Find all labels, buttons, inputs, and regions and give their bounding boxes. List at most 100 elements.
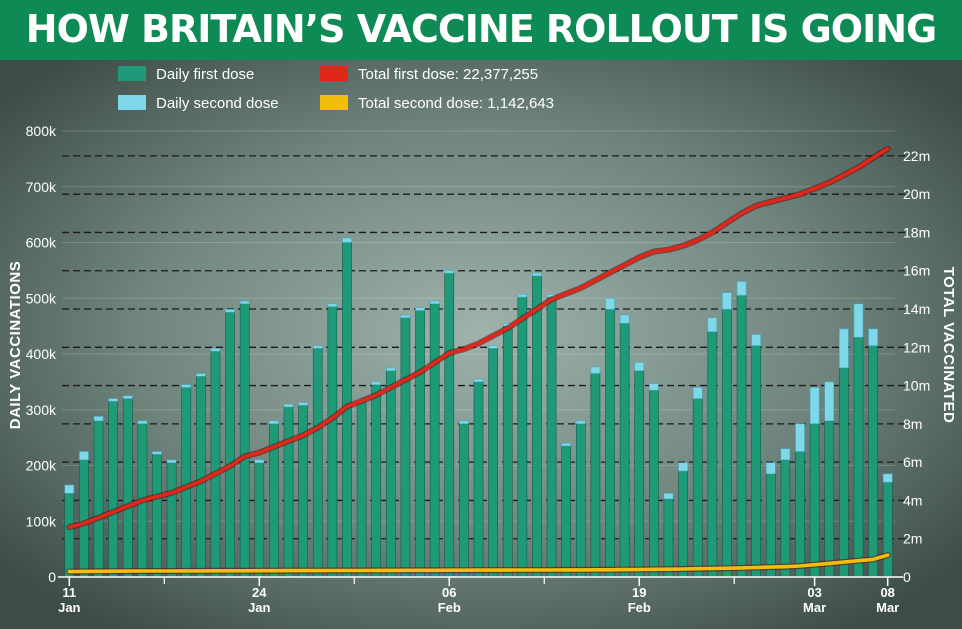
bar-second-dose [254,459,265,464]
bar-second-dose [809,387,820,424]
bar-first-dose [283,406,294,578]
y-axis-right-title: TOTAL VACCINATED [940,267,957,424]
bar-second-dose [444,270,455,274]
bar-second-dose [634,362,645,372]
bar-second-dose [649,383,659,391]
bar-second-dose [210,348,221,352]
bar-second-dose [342,237,352,243]
y-right-tick-label: 22m [903,148,930,164]
bar-second-dose [722,292,732,310]
x-tick-month-label: Jan [58,600,80,615]
bar-first-dose [590,373,601,578]
bar-first-dose [415,310,425,578]
bar-first-dose [517,296,528,578]
bar-first-dose [502,325,513,578]
y-left-tick-label: 200k [26,458,57,474]
bar-second-dose [122,395,133,399]
x-tick-month-label: Mar [876,600,899,615]
bar-second-dose [765,462,776,475]
bar-second-dose [137,420,148,424]
bar-first-dose [400,317,411,578]
bar-second-dose [415,307,425,311]
y-right-tick-label: 20m [903,186,930,202]
bar-first-dose [678,470,688,578]
y-left-tick-label: 0 [48,569,56,585]
bar-second-dose [532,272,542,277]
bar-first-dose [488,348,498,578]
bar-second-dose [590,366,601,374]
bar-first-dose [619,323,630,578]
bar-first-dose [765,473,776,578]
legend-label-total-second: Total second dose: 1,142,643 [358,95,554,112]
total-lines [66,145,891,575]
bar-first-dose [473,381,484,578]
bar-second-dose [429,300,440,305]
bar-first-dose [751,345,761,578]
bar-second-dose [839,328,849,369]
x-tick-month-label: Feb [438,600,461,615]
bar-second-dose [239,300,250,305]
x-tick-day-label: 11 [62,585,76,600]
y-right-tick-label: 16m [903,263,930,279]
bar-first-dose [824,420,835,578]
bar-first-dose [561,445,572,578]
bar-first-dose [882,481,893,578]
bar-second-dose [269,420,279,424]
x-tick-month-label: Mar [803,600,826,615]
bar-first-dose [64,493,75,578]
bar-second-dose [751,334,761,346]
bar-first-dose [254,462,265,578]
y-right-tick-label: 0 [903,569,911,585]
bar-second-dose [853,303,864,338]
legend: Daily first dose Daily second dose Total… [118,66,554,112]
legend-swatch-second-dose [118,95,146,110]
bar-first-dose [122,398,133,578]
legend-swatch-first-dose [118,66,146,81]
y-left-tick-label: 600k [26,235,57,251]
bar-first-dose [459,423,469,578]
bar-second-dose [283,403,294,408]
bar-second-dose [298,402,308,406]
bar-second-dose [619,314,630,324]
bar-first-dose [371,384,382,578]
bar-second-dose [575,420,586,424]
y-left-tick-label: 800k [26,123,57,139]
legend-label-total-first: Total first dose: 22,377,255 [358,66,538,83]
bar-first-dose [868,345,878,578]
bar-second-dose [736,281,747,296]
bar-second-dose [312,345,323,349]
x-tick-day-label: 08 [880,585,894,600]
bar-second-dose [795,423,805,452]
y-right-tick-label: 6m [903,454,922,470]
bar-first-dose [736,295,747,578]
bar-second-dose [707,317,718,333]
bar-first-dose [795,451,805,578]
bar-first-dose [692,398,703,578]
bar-first-dose [225,311,235,578]
bar-first-dose [152,454,162,578]
bar-second-dose [371,381,382,385]
bar-second-dose [824,381,835,422]
y-left-tick-label: 500k [26,290,57,306]
bar-second-dose [385,367,396,372]
legend-swatch-total-first [320,66,348,81]
y-axis-left-title: DAILY VACCINATIONS [7,261,24,429]
bar-first-dose [546,296,557,578]
bar-first-dose [327,306,338,578]
axes: 0 100k 200k 300k 400k 500k 600k 700k 800k 0 2m 4m 6m… [26,123,931,615]
x-tick-month-label: Jan [248,600,270,615]
x-tick-day-label: 24 [252,585,267,600]
bar-second-dose [152,451,162,455]
y-right-tick-label: 10m [903,378,930,394]
bar-second-dose [678,462,688,472]
bar-first-dose [605,309,615,578]
bar-first-dose [809,423,820,578]
bar-second-dose [181,384,192,388]
bar-second-dose [780,448,791,461]
bar-second-dose [93,416,104,422]
bar-second-dose [400,314,411,319]
bar-first-dose [239,303,250,578]
bar-first-dose [722,309,732,578]
line-total-first-dose [67,146,890,529]
bar-first-dose [79,459,89,578]
